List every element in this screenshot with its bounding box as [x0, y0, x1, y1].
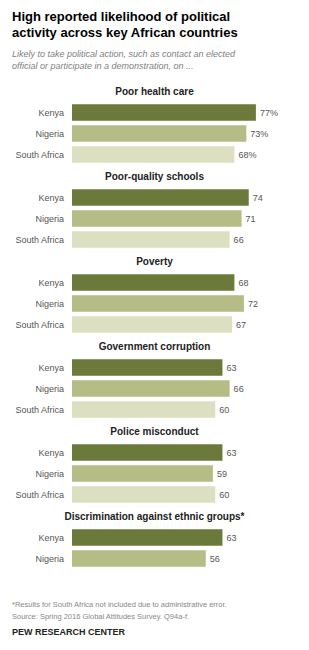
svg-text:71: 71	[246, 214, 256, 224]
svg-text:Poor health care: Poor health care	[115, 86, 194, 97]
svg-text:Discrimination against ethnic: Discrimination against ethnic groups*	[64, 511, 244, 522]
svg-text:South Africa: South Africa	[15, 405, 64, 415]
svg-text:Likely to take political actio: Likely to take political action, such as…	[12, 49, 236, 59]
svg-text:Nigeria: Nigeria	[35, 129, 64, 139]
svg-text:Nigeria: Nigeria	[35, 554, 64, 564]
svg-text:South Africa: South Africa	[15, 320, 64, 330]
svg-text:63: 63	[226, 363, 236, 373]
svg-text:Kenya: Kenya	[38, 278, 64, 288]
svg-text:Kenya: Kenya	[38, 448, 64, 458]
svg-text:67: 67	[236, 320, 246, 330]
svg-text:Nigeria: Nigeria	[35, 214, 64, 224]
svg-text:68: 68	[238, 278, 248, 288]
svg-text:66: 66	[234, 384, 244, 394]
svg-text:72: 72	[248, 299, 258, 309]
svg-text:60: 60	[219, 405, 229, 415]
svg-text:South Africa: South Africa	[15, 150, 64, 160]
svg-text:Nigeria: Nigeria	[35, 299, 64, 309]
svg-text:Poor-quality schools: Poor-quality schools	[105, 171, 204, 182]
svg-text:74: 74	[253, 193, 263, 203]
svg-text:High reported likelihood of po: High reported likelihood of political	[12, 9, 230, 24]
svg-text:Kenya: Kenya	[38, 193, 64, 203]
svg-text:Kenya: Kenya	[38, 363, 64, 373]
svg-text:63: 63	[226, 533, 236, 543]
svg-text:60: 60	[219, 490, 229, 500]
svg-text:Nigeria: Nigeria	[35, 384, 64, 394]
svg-text:59: 59	[217, 469, 227, 479]
svg-text:Government corruption: Government corruption	[99, 341, 211, 352]
svg-text:Kenya: Kenya	[38, 533, 64, 543]
svg-text:68%: 68%	[238, 150, 256, 160]
svg-text:Kenya: Kenya	[38, 108, 64, 118]
svg-text:Nigeria: Nigeria	[35, 469, 64, 479]
svg-text:63: 63	[226, 448, 236, 458]
svg-text:66: 66	[234, 235, 244, 245]
svg-text:official or participate in a d: official or participate in a demonstrati…	[12, 61, 194, 71]
svg-text:activity across key African co: activity across key African countries	[12, 25, 238, 40]
svg-text:South Africa: South Africa	[15, 490, 64, 500]
svg-text:Poverty: Poverty	[136, 256, 173, 267]
svg-text:PEW RESEARCH CENTER: PEW RESEARCH CENTER	[12, 627, 126, 637]
svg-text:*Results for South Africa not: *Results for South Africa not included d…	[12, 600, 227, 609]
svg-text:56: 56	[210, 554, 220, 564]
svg-text:Source: Spring 2016 Global Att: Source: Spring 2016 Global Attitudes Sur…	[12, 612, 189, 621]
svg-text:Police misconduct: Police misconduct	[110, 426, 199, 437]
svg-text:77%: 77%	[260, 108, 278, 118]
svg-text:73%: 73%	[250, 129, 268, 139]
svg-text:South Africa: South Africa	[15, 235, 64, 245]
